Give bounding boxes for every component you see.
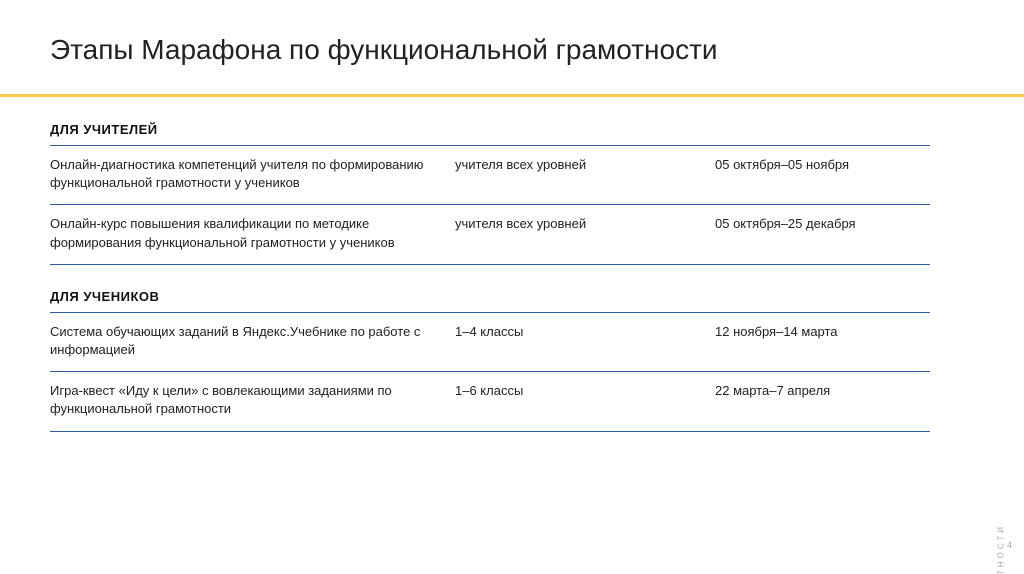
cell-dates: 05 октября–05 ноября [715, 156, 930, 174]
cell-description: Онлайн-курс повышения квалификации по ме… [50, 215, 455, 251]
cell-audience: учителя всех уровней [455, 156, 715, 174]
cell-description: Система обучающих заданий в Яндекс.Учебн… [50, 323, 455, 359]
cell-audience: 1–4 классы [455, 323, 715, 341]
section-gap [50, 265, 930, 289]
table-row: Онлайн-диагностика компетенций учителя п… [50, 146, 930, 205]
section-heading-teachers: ДЛЯ УЧИТЕЛЕЙ [50, 122, 930, 146]
cell-audience: 1–6 классы [455, 382, 715, 400]
cell-description: Онлайн-диагностика компетенций учителя п… [50, 156, 455, 192]
cell-dates: 05 октября–25 декабря [715, 215, 930, 233]
table-row: Игра-квест «Иду к цели» с вовлекающими з… [50, 372, 930, 431]
content-area: ДЛЯ УЧИТЕЛЕЙ Онлайн-диагностика компетен… [50, 122, 930, 432]
table-row: Система обучающих заданий в Яндекс.Учебн… [50, 313, 930, 372]
cell-description: Игра-квест «Иду к цели» с вовлекающими з… [50, 382, 455, 418]
cell-dates: 12 ноября–14 марта [715, 323, 930, 341]
table-row: Онлайн-курс повышения квалификации по ме… [50, 205, 930, 264]
section-heading-students: ДЛЯ УЧЕНИКОВ [50, 289, 930, 313]
cell-audience: учителя всех уровней [455, 215, 715, 233]
slide: Этапы Марафона по функциональной грамотн… [0, 0, 1024, 574]
accent-bar [0, 94, 1024, 97]
page-number: 4 [1007, 540, 1012, 550]
slide-title: Этапы Марафона по функциональной грамотн… [50, 34, 974, 66]
cell-dates: 22 марта–7 апреля [715, 382, 930, 400]
sidebar-label: МАРАФОН ПО ФУНКЦИОНАЛЬНОЙ ГРАМОТНОСТИ [997, 524, 1006, 574]
